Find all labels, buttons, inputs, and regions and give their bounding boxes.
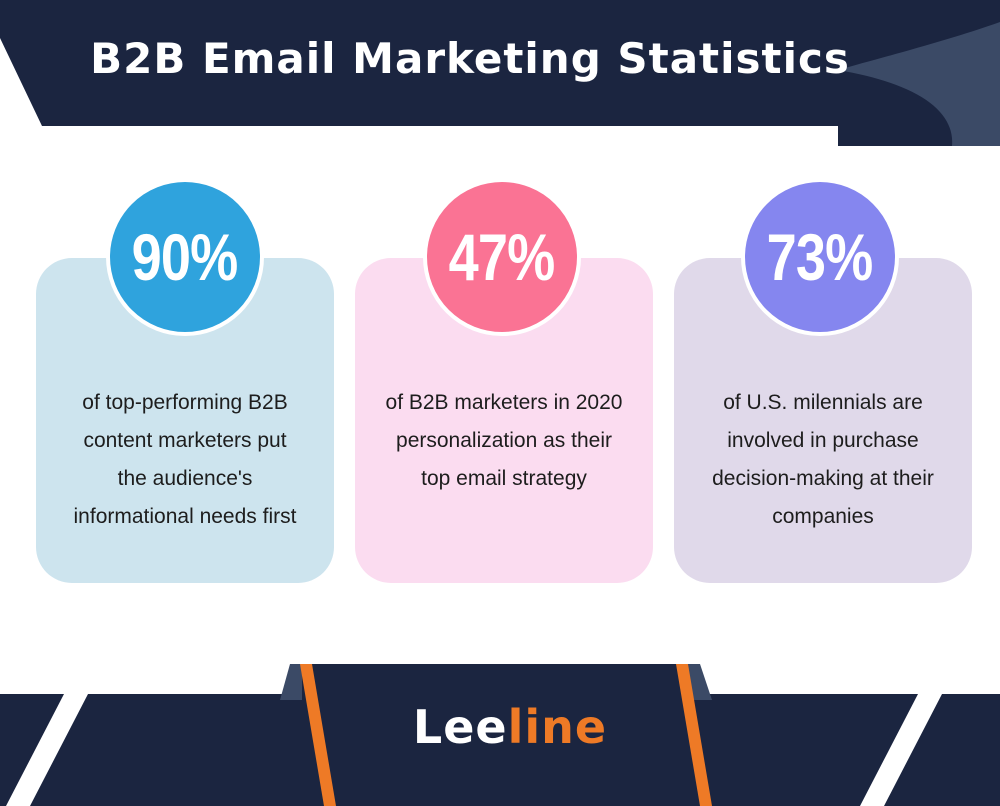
stat-description-1: of top-performing B2B content marketers …	[36, 384, 334, 536]
description-line: of U.S. milennials are	[723, 391, 923, 414]
footer-stripe-right	[860, 694, 942, 806]
footer-band-left	[0, 694, 298, 806]
description-line: personalization as their	[396, 429, 612, 452]
footer-center-panel	[298, 664, 690, 806]
stat-description-2: of B2B marketers in 2020 personalization…	[355, 384, 653, 498]
footer-slate-right	[688, 664, 712, 700]
stat-circle-3: 73%	[741, 178, 899, 336]
header-banner	[0, 0, 1000, 146]
description-line: companies	[772, 505, 874, 528]
description-line: of top-performing B2B	[82, 391, 288, 414]
stat-value: 90%	[132, 220, 239, 294]
footer-orange-stripe-right	[676, 664, 712, 806]
brand-logo-part1: Lee	[412, 700, 508, 754]
footer-slate-left	[280, 664, 302, 700]
description-line: of B2B marketers in 2020	[385, 391, 623, 414]
footer-stripe-left	[6, 694, 88, 806]
description-line: the audience's	[117, 467, 253, 490]
stat-value: 47%	[449, 220, 556, 294]
brand-logo-part2: line	[507, 700, 608, 754]
page-title: B2B Email Marketing Statistics	[90, 34, 850, 83]
stat-circle-1: 90%	[106, 178, 264, 336]
stat-circle-2: 47%	[423, 178, 581, 336]
stat-description-3: of U.S. milennials are involved in purch…	[674, 384, 972, 536]
description-line: involved in purchase	[727, 429, 919, 452]
footer-orange-stripe-left	[300, 664, 336, 806]
description-line: content marketers put	[83, 429, 287, 452]
header-curl	[838, 22, 1000, 146]
description-line: decision-making at their	[712, 467, 934, 490]
description-line: top email strategy	[421, 467, 587, 490]
footer-band-right	[690, 694, 1000, 806]
description-line: informational needs first	[73, 505, 297, 528]
stat-value: 73%	[767, 220, 874, 294]
brand-logo: Leeline	[380, 700, 640, 754]
